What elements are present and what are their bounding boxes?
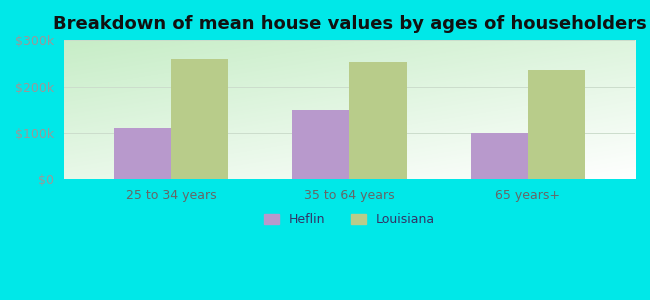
Bar [528,70,585,179]
Bar [350,62,406,179]
Title: Breakdown of mean house values by ages of householders: Breakdown of mean house values by ages o… [53,15,646,33]
Bar [114,128,171,179]
Bar [171,59,228,179]
Legend: Heflin, Louisiana: Heflin, Louisiana [264,213,435,226]
Bar [292,110,350,179]
Bar [471,133,528,179]
